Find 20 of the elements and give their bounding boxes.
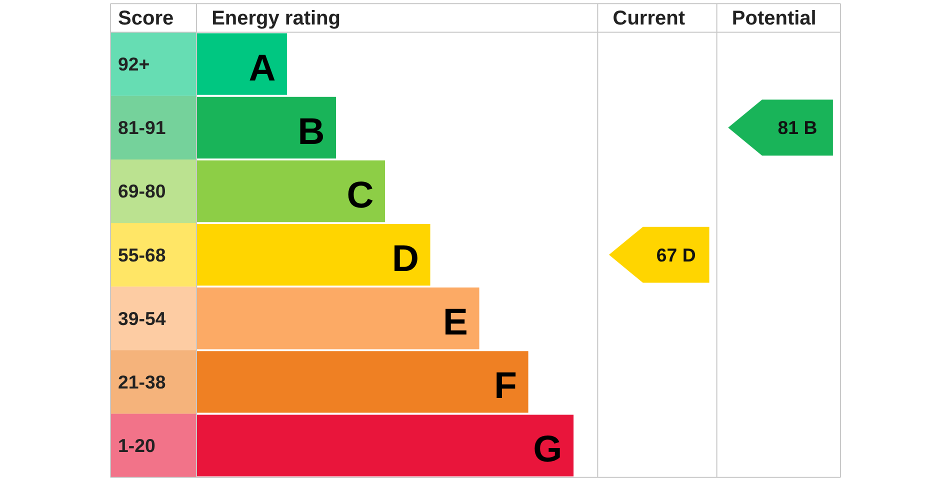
text: Current: [612, 7, 686, 30]
text: Score: [118, 7, 174, 30]
annotation: A: [248, 46, 276, 88]
text: 81 B: [778, 117, 818, 138]
y-tick-label: 81-91: [118, 117, 166, 138]
annotation: D: [392, 236, 419, 279]
y-tick-label: 92+: [118, 54, 150, 75]
annotation: G: [533, 428, 562, 470]
text: 67 D: [656, 244, 696, 266]
annotation: E: [443, 300, 468, 343]
y-tick-label: 39-54: [118, 308, 166, 329]
y-tick-label: 69-80: [118, 180, 166, 202]
y-tick-label: 55-68: [118, 244, 166, 266]
annotation: Energy rating: [212, 7, 340, 30]
annotation: B: [298, 110, 325, 152]
y-tick-label: 1-20: [118, 435, 156, 456]
annotation: C: [346, 173, 374, 216]
annotation: F: [494, 364, 517, 406]
text: Potential: [732, 7, 816, 30]
y-tick-label: 21-38: [118, 371, 166, 392]
